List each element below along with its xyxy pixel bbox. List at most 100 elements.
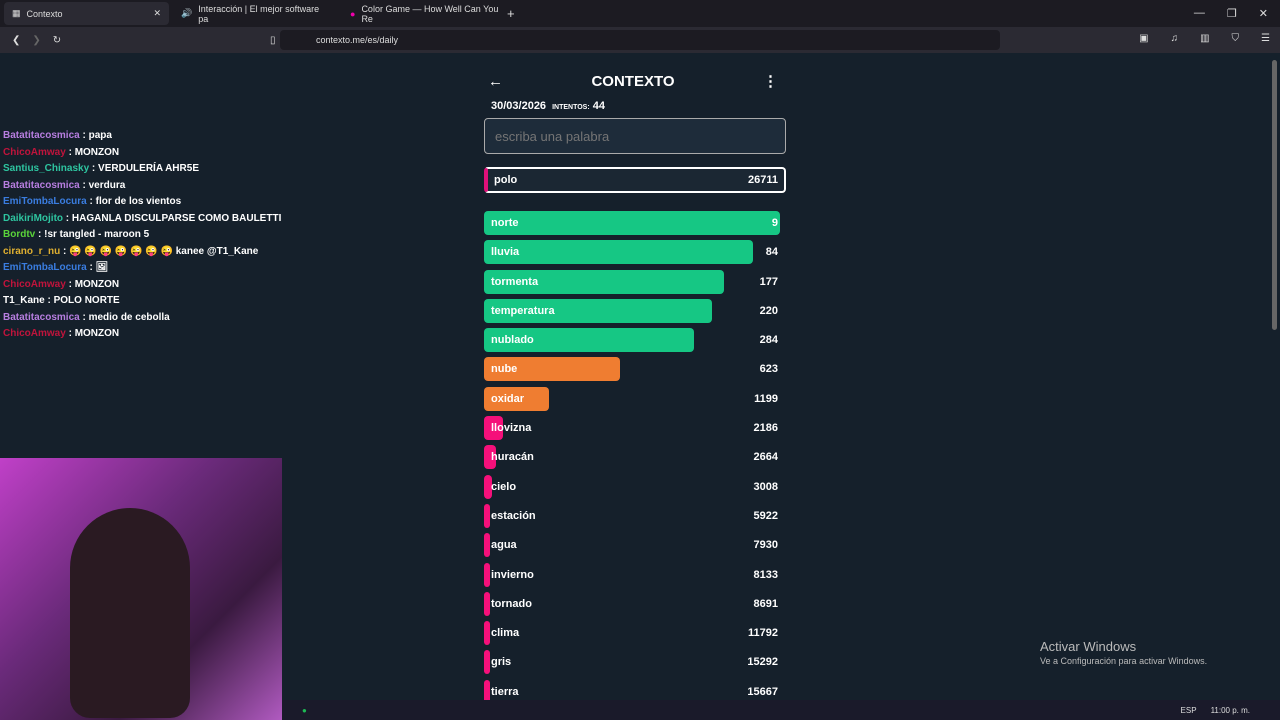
chat-text: 😜 😜 😜 😜 😜 😜 😜 kanee @T1_Kane — [69, 245, 259, 257]
chat-username[interactable]: ChicoAmway — [3, 146, 66, 158]
guess-rank: 623 — [759, 363, 778, 376]
chat-username[interactable]: ChicoAmway — [3, 328, 66, 339]
chat-text: flor de los vientos — [95, 196, 182, 207]
word-input[interactable] — [484, 118, 786, 154]
guess-word: nublado — [491, 334, 534, 347]
guess-row: tornado 8691 — [484, 591, 782, 616]
guess-rank: 284 — [759, 334, 778, 347]
guess-rank: 84 — [765, 246, 778, 259]
guess-rank: 9 — [771, 217, 778, 229]
reload-icon[interactable]: ↻ — [52, 34, 62, 46]
guess-word: invierno — [491, 568, 534, 581]
chat-message: ChicoAmway : MONZON — [3, 278, 120, 290]
chat-username[interactable]: Batatitacosmica — [3, 311, 80, 323]
guess-rank: 2186 — [753, 422, 778, 435]
chat-username[interactable]: ChicoAmway — [3, 278, 66, 290]
guess-word: norte — [491, 217, 519, 229]
chat-username[interactable]: Batatitacosmica — [3, 179, 80, 191]
chat-username[interactable]: DaikiriMojito — [3, 212, 64, 224]
favicon-icon: ▦ — [12, 8, 21, 18]
guess-word: oxidar — [491, 392, 525, 405]
minimize-icon[interactable]: — — [1193, 7, 1205, 19]
bookmark-icon[interactable]: ▯ — [270, 34, 276, 46]
chat-text: !sr tangled - maroon 5 — [44, 229, 150, 240]
guess-rank: 3008 — [753, 480, 778, 493]
similarity-bar — [484, 386, 550, 411]
similarity-bar — [484, 269, 724, 294]
spotify-icon[interactable]: ● — [302, 705, 307, 715]
similarity-bar — [484, 474, 492, 499]
chat-username[interactable]: cirano_r_nu — [3, 245, 61, 257]
activate-windows-watermark: Activar Windows Ve a Configuración para a… — [1040, 639, 1208, 666]
chat-message: EmiTombaLocura : 🖼 — [3, 262, 109, 273]
similarity-bar — [484, 211, 780, 235]
similarity-bar — [484, 650, 490, 675]
similarity-bar — [484, 240, 754, 265]
close-tab-icon[interactable]: ✕ — [153, 8, 161, 18]
guess-word: huracán — [491, 451, 534, 464]
guess-row: agua 7930 — [484, 533, 782, 558]
similarity-bar — [484, 445, 496, 470]
chat-username[interactable]: Bordtv — [3, 229, 36, 240]
guess-rank: 11792 — [748, 627, 778, 640]
chat-message: ChicoAmway : MONZON — [3, 328, 120, 339]
music-icon[interactable]: ♫ — [1170, 33, 1179, 44]
chat-username[interactable]: T1_Kane — [3, 295, 45, 306]
guess-row: tierra 15667 — [484, 679, 782, 704]
guess-rank: 220 — [759, 304, 778, 317]
guess-row: nublado 284 — [484, 328, 782, 353]
chat-username[interactable]: Batatitacosmica — [3, 130, 80, 141]
similarity-bar — [484, 562, 490, 587]
more-menu-icon[interactable]: ⋮ — [763, 73, 778, 90]
guess-word: gris — [491, 656, 512, 669]
similarity-bar — [484, 503, 490, 528]
guess-rank: 2664 — [753, 451, 778, 464]
similarity-bar — [484, 357, 621, 382]
extension-icon[interactable]: ▣ — [1139, 33, 1149, 44]
chat-username[interactable]: EmiTombaLocura — [3, 262, 87, 273]
tab-color-game[interactable]: ● Color Game — How Well Can You Re — [350, 3, 499, 24]
chat-message: Batatitacosmica : verdura — [3, 179, 126, 191]
chat-message: Batatitacosmica : papa — [3, 130, 112, 141]
chat-message: T1_Kane : POLO NORTE — [3, 295, 120, 306]
shield-icon[interactable]: ⛉ — [1231, 33, 1240, 44]
new-tab-icon[interactable]: + — [507, 6, 515, 21]
tab-contexto[interactable]: ▦ Contexto ✕ — [4, 2, 169, 25]
chat-username[interactable]: Santius_Chinasky — [3, 163, 90, 174]
guess-word: nube — [491, 363, 518, 376]
guess-row: oxidar 1199 — [484, 386, 782, 411]
similarity-bar — [484, 621, 490, 646]
webcam-feed — [0, 458, 282, 720]
nav-bar: ❮ ❯ ↻ ▯ contexto.me/es/daily ▣ ♫ ▥ ⛉ ☰ — [0, 27, 1280, 53]
chat-message: cirano_r_nu : 😜 😜 😜 😜 😜 😜 😜 kanee @T1_Ka… — [3, 245, 259, 257]
url-bar[interactable]: contexto.me/es/daily — [280, 30, 1000, 50]
guess-word: temperatura — [491, 304, 555, 317]
scrollbar[interactable] — [1272, 60, 1277, 330]
chat-username[interactable]: EmiTombaLocura — [3, 196, 87, 207]
back-icon[interactable]: ❮ — [12, 34, 21, 46]
tab-interaccion[interactable]: 🔊 Interacción | El mejor software pa — [181, 3, 320, 24]
guess-row: tormenta 177 — [484, 269, 782, 294]
menu-icon[interactable]: ☰ — [1261, 33, 1270, 44]
restore-icon[interactable]: ❐ — [1226, 8, 1237, 20]
chat-message: Santius_Chinasky : VERDULERÍA AHR5E — [3, 163, 199, 174]
tab-bar: ▦ Contexto ✕ 🔊 Interacción | El mejor softw… — [0, 0, 1280, 27]
chat-text: MONZON — [74, 328, 120, 339]
back-arrow-icon[interactable]: ← — [488, 72, 503, 90]
forward-icon[interactable]: ❯ — [32, 34, 41, 46]
page-title: CONTEXTO — [591, 72, 675, 90]
taskbar: ● ESP 11:00 p. m. — [282, 700, 1280, 720]
chat-text: medio de cebolla — [88, 311, 170, 323]
close-window-icon[interactable]: ✕ — [1258, 8, 1268, 20]
current-guess: polo 26711 — [484, 167, 786, 193]
chat-message: DaikiriMojito : HAGANLA DISCULPARSE COMO… — [3, 212, 282, 224]
chat-message: ChicoAmway : MONZON — [3, 146, 120, 158]
sidebar-icon[interactable]: ▥ — [1200, 33, 1210, 44]
similarity-bar — [484, 298, 712, 323]
guess-rank: 5922 — [753, 509, 778, 522]
guess-row: llovizna 2186 — [484, 416, 782, 441]
chat-message: Batatitacosmica : medio de cebolla — [3, 311, 170, 323]
guess-row: invierno 8133 — [484, 562, 782, 587]
guess-word: lluvia — [491, 246, 520, 259]
